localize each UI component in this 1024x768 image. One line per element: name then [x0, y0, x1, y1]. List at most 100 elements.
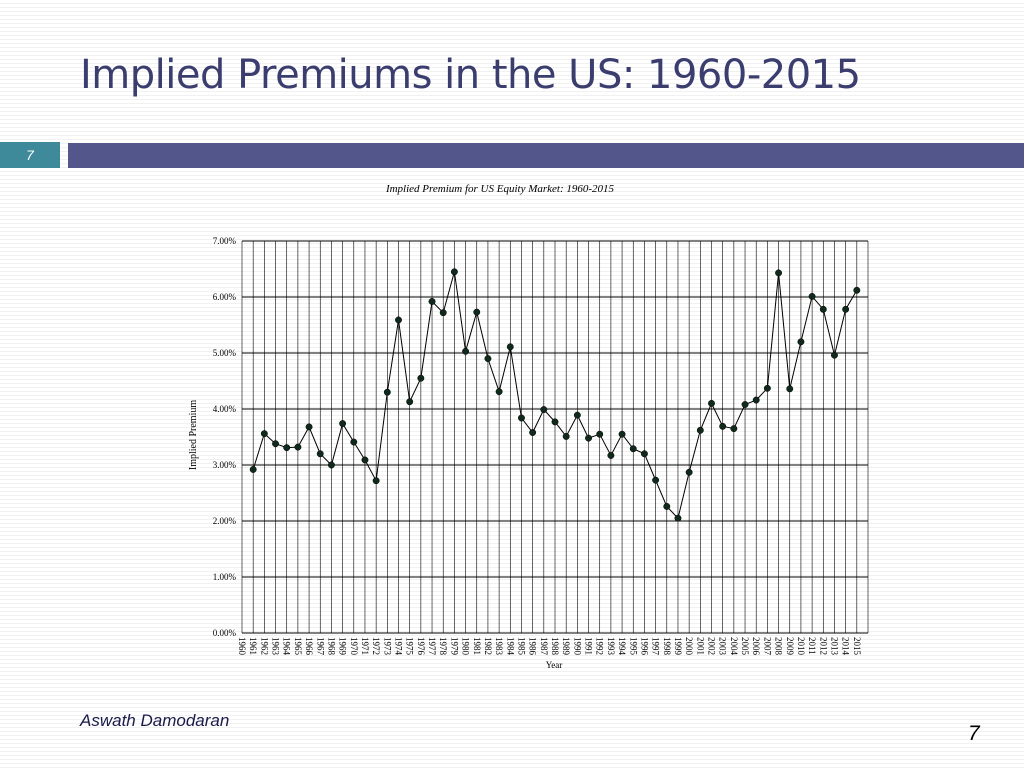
data-point: [786, 385, 794, 393]
x-tick-label: 1973: [382, 637, 392, 656]
x-tick-label: 1962: [259, 637, 269, 655]
data-point: [696, 426, 704, 434]
x-tick-label: 2003: [718, 637, 728, 656]
data-point: [640, 450, 648, 458]
x-tick-label: 1988: [550, 637, 560, 656]
x-tick-label: 1974: [394, 637, 404, 656]
y-tick-label: 3.00%: [213, 460, 237, 470]
y-tick-label: 6.00%: [213, 292, 237, 302]
x-tick-label: 2008: [774, 637, 784, 656]
y-axis-label: Implied Premium: [188, 400, 199, 470]
x-tick-label: 1999: [673, 637, 683, 656]
horizontal-gridlines: [242, 240, 868, 634]
y-tick-label: 7.00%: [213, 236, 237, 246]
y-tick-label: 2.00%: [213, 516, 237, 526]
x-tick-label: 1982: [483, 637, 493, 655]
x-tick-label: 1961: [248, 637, 258, 655]
x-tick-label: 1979: [449, 637, 459, 656]
data-point: [473, 308, 481, 316]
y-tick-label: 0.00%: [213, 628, 237, 638]
data-point: [495, 388, 503, 396]
x-tick-label: 1964: [282, 637, 292, 656]
x-tick-label: 1980: [461, 637, 471, 656]
x-tick-label: 1990: [572, 637, 582, 656]
data-point: [797, 338, 805, 346]
data-point: [618, 430, 626, 438]
series-implied-premium: [249, 268, 861, 522]
x-tick-label: 2012: [818, 637, 828, 655]
x-tick-label: 1996: [639, 637, 649, 656]
data-point: [663, 502, 671, 510]
x-tick-label: 1976: [416, 637, 426, 656]
x-tick-label: 1972: [371, 637, 381, 655]
data-point: [462, 347, 470, 355]
x-tick-label: 1971: [360, 637, 370, 655]
data-point: [316, 450, 324, 458]
data-point: [607, 452, 615, 459]
data-point: [283, 444, 291, 452]
data-point: [327, 461, 335, 469]
x-tick-label: 1986: [528, 637, 538, 656]
data-point: [395, 316, 402, 324]
data-point: [272, 440, 279, 448]
data-point: [775, 269, 783, 277]
x-tick-label: 2009: [785, 637, 795, 656]
chart-title: Implied Premium for US Equity Market: 19…: [385, 183, 615, 195]
footer-author: Aswath Damodaran: [80, 711, 230, 730]
data-point: [719, 422, 727, 430]
data-point: [808, 292, 816, 300]
data-point: [819, 305, 827, 313]
data-point: [842, 305, 850, 313]
slide-number-box: 7: [0, 142, 60, 168]
data-point: [562, 432, 570, 440]
x-tick-label: 1993: [606, 637, 616, 656]
x-tick-label: 2005: [740, 637, 750, 656]
data-point: [383, 388, 391, 396]
x-axis-label: Year: [546, 660, 563, 670]
x-tick-label: 1968: [326, 637, 336, 656]
x-tick-label: 1987: [539, 637, 549, 656]
x-tick-label: 2002: [707, 637, 717, 655]
data-point: [339, 420, 347, 428]
data-point: [484, 355, 492, 363]
data-point: [406, 398, 414, 406]
data-point: [518, 414, 525, 422]
x-tick-label: 1985: [516, 637, 526, 656]
data-point: [629, 445, 637, 453]
data-point: [350, 438, 358, 446]
x-tick-label: 2000: [684, 637, 694, 656]
data-point: [551, 418, 559, 426]
data-point: [450, 268, 458, 276]
x-tick-label: 1965: [293, 637, 303, 656]
x-tick-label: 1997: [651, 637, 661, 656]
data-point: [506, 343, 514, 351]
x-tick-label: 1967: [315, 637, 325, 656]
data-point: [652, 476, 660, 484]
x-tick-label: 1981: [472, 637, 482, 655]
x-tick-label: 1963: [271, 637, 281, 656]
y-tick-label: 1.00%: [213, 572, 237, 582]
data-point: [372, 477, 380, 485]
data-point: [294, 443, 302, 451]
x-tick-label: 2007: [762, 637, 772, 656]
data-point: [763, 384, 771, 392]
x-tick-label: 1983: [494, 637, 504, 656]
x-tick-label: 2004: [729, 637, 739, 656]
data-point: [573, 411, 581, 419]
data-point: [305, 423, 313, 431]
x-tick-label: 1969: [338, 637, 348, 656]
y-tick-label: 4.00%: [213, 404, 237, 414]
data-point: [596, 430, 604, 438]
data-point: [529, 429, 537, 436]
data-point: [428, 298, 436, 305]
x-tick-label: 2010: [796, 637, 806, 656]
x-axis-tick-labels: 1960 1961 1962 1963 1964 1965 1966 1967 1968 1969…: [237, 637, 862, 656]
data-point: [674, 514, 682, 522]
y-tick-label: 5.00%: [213, 348, 237, 358]
x-tick-label: 1989: [561, 637, 571, 656]
x-tick-label: 1978: [438, 637, 448, 656]
slide-title: Implied Premiums in the US: 1960-2015: [80, 52, 861, 98]
x-tick-label: 1984: [505, 637, 515, 656]
header-bar: [68, 143, 1024, 168]
footer-page-number: 7: [968, 722, 980, 745]
